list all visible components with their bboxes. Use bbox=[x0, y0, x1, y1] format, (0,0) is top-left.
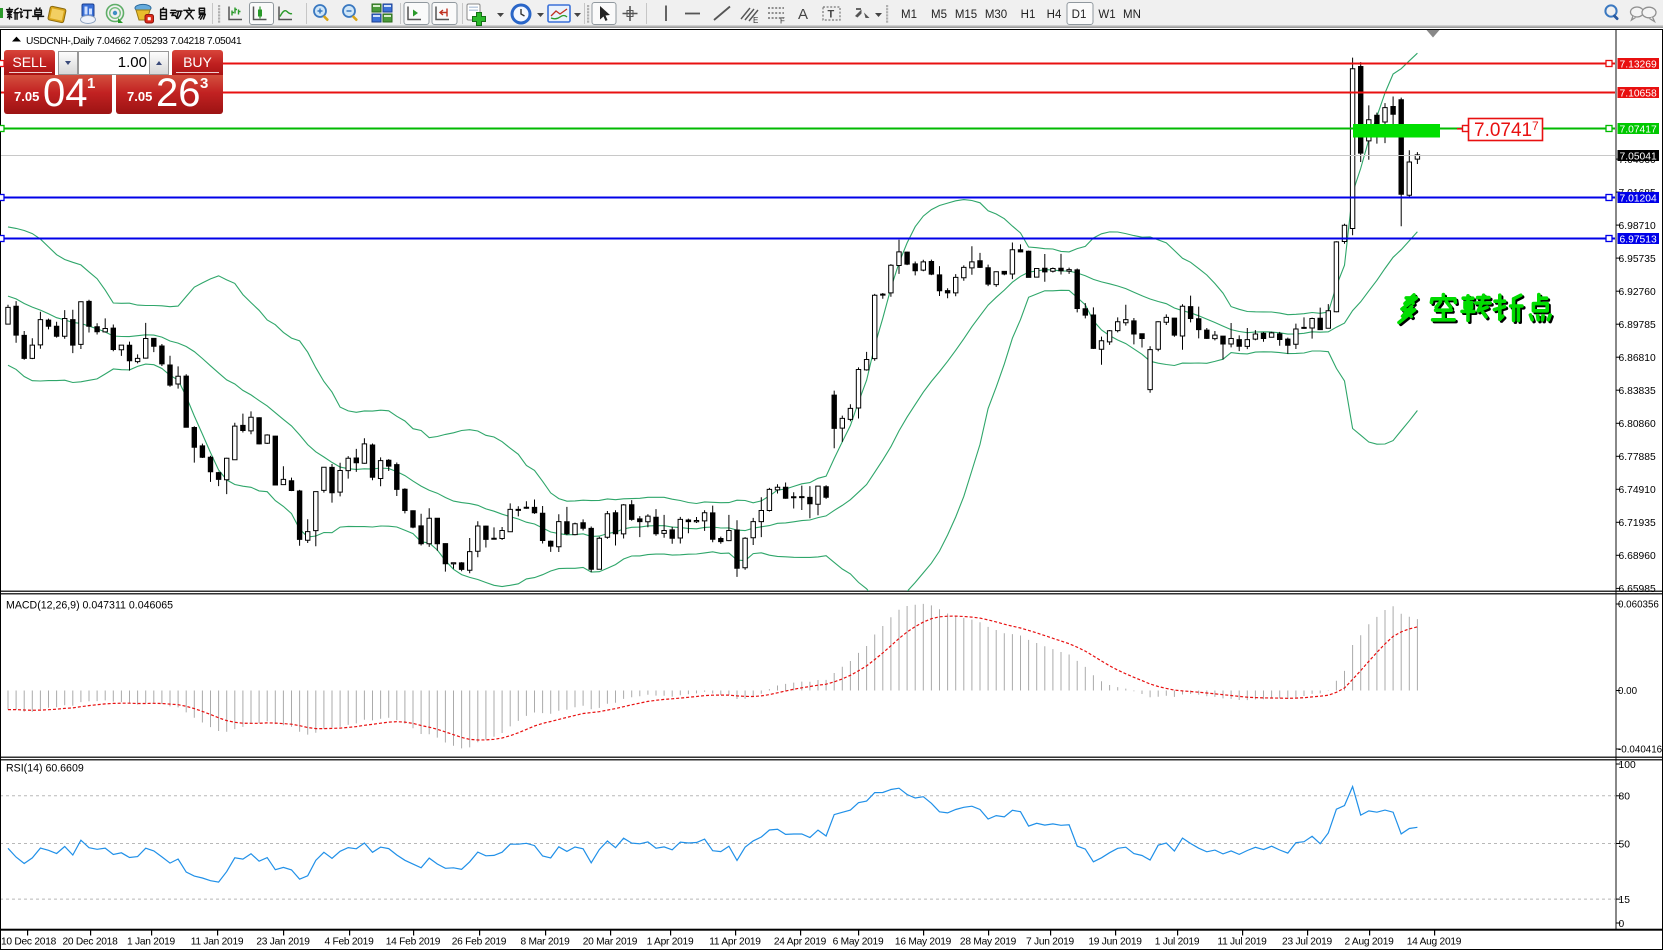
svg-text:11 Jan 2019: 11 Jan 2019 bbox=[191, 937, 244, 948]
svg-text:USDCNH-,Daily 7.04662 7.05293: USDCNH-,Daily 7.04662 7.05293 7.04218 7.… bbox=[26, 36, 242, 47]
svg-text:F: F bbox=[780, 17, 785, 26]
svg-text:0.060356: 0.060356 bbox=[1618, 600, 1659, 611]
svg-text:6.86810: 6.86810 bbox=[1619, 353, 1656, 364]
svg-text:6.95735: 6.95735 bbox=[1619, 254, 1656, 265]
svg-text:7.07417: 7.07417 bbox=[1620, 124, 1657, 135]
svg-text:W1: W1 bbox=[1098, 9, 1115, 21]
svg-text:H4: H4 bbox=[1047, 9, 1062, 21]
svg-text:MACD(12,26,9) 0.047311 0.04606: MACD(12,26,9) 0.047311 0.046065 bbox=[6, 600, 173, 612]
svg-text:100: 100 bbox=[1619, 760, 1636, 771]
svg-text:20 Mar 2019: 20 Mar 2019 bbox=[583, 937, 638, 948]
svg-text:-0.040416: -0.040416 bbox=[1618, 745, 1663, 756]
svg-text:6.92760: 6.92760 bbox=[1619, 287, 1656, 298]
svg-text:7.10658: 7.10658 bbox=[1620, 88, 1657, 99]
svg-text:11 Jul 2019: 11 Jul 2019 bbox=[1217, 937, 1267, 948]
svg-text:24 Apr 2019: 24 Apr 2019 bbox=[774, 937, 827, 948]
svg-text:7.01204: 7.01204 bbox=[1620, 193, 1657, 204]
svg-text:2 Aug 2019: 2 Aug 2019 bbox=[1344, 937, 1394, 948]
svg-text:0: 0 bbox=[1619, 919, 1625, 930]
svg-text:6.97513: 6.97513 bbox=[1620, 234, 1657, 245]
svg-text:80: 80 bbox=[1619, 792, 1631, 803]
svg-text:1 Jul 2019: 1 Jul 2019 bbox=[1155, 937, 1200, 948]
svg-text:RSI(14) 60.6609: RSI(14) 60.6609 bbox=[6, 763, 84, 775]
svg-text:0.00: 0.00 bbox=[1618, 686, 1638, 697]
svg-text:7.13269: 7.13269 bbox=[1620, 59, 1657, 70]
svg-text:6.89785: 6.89785 bbox=[1619, 320, 1656, 331]
svg-text:23 Jul 2019: 23 Jul 2019 bbox=[1282, 937, 1333, 948]
svg-text:H1: H1 bbox=[1021, 9, 1036, 21]
svg-text:1 Jan 2019: 1 Jan 2019 bbox=[127, 937, 175, 948]
svg-text:7.05041: 7.05041 bbox=[1620, 151, 1657, 162]
svg-text:6.80860: 6.80860 bbox=[1619, 419, 1656, 430]
svg-text:10 Dec 2018: 10 Dec 2018 bbox=[1, 937, 57, 948]
svg-text:19 Jun 2019: 19 Jun 2019 bbox=[1088, 937, 1142, 948]
svg-text:28 May 2019: 28 May 2019 bbox=[960, 937, 1017, 948]
svg-text:11 Apr 2019: 11 Apr 2019 bbox=[709, 937, 761, 948]
svg-text:15: 15 bbox=[1619, 895, 1631, 906]
svg-text:1 Apr 2019: 1 Apr 2019 bbox=[647, 937, 694, 948]
svg-text:A: A bbox=[798, 6, 808, 23]
svg-text:7.0741: 7.0741 bbox=[1474, 120, 1532, 141]
svg-text:16 May 2019: 16 May 2019 bbox=[895, 937, 952, 948]
svg-text:14 Feb 2019: 14 Feb 2019 bbox=[386, 937, 441, 948]
svg-text:6 May 2019: 6 May 2019 bbox=[833, 937, 884, 948]
svg-text:14 Aug 2019: 14 Aug 2019 bbox=[1407, 937, 1462, 948]
svg-text:T: T bbox=[828, 9, 835, 21]
svg-text:4 Feb 2019: 4 Feb 2019 bbox=[324, 937, 374, 948]
svg-text:M15: M15 bbox=[955, 9, 977, 21]
svg-text:8 Mar 2019: 8 Mar 2019 bbox=[520, 937, 570, 948]
svg-text:6.98710: 6.98710 bbox=[1619, 221, 1656, 232]
svg-text:M5: M5 bbox=[931, 9, 947, 21]
svg-text:MN: MN bbox=[1123, 9, 1141, 21]
svg-text:26 Feb 2019: 26 Feb 2019 bbox=[452, 937, 507, 948]
svg-text:M30: M30 bbox=[985, 9, 1007, 21]
svg-text:6.68960: 6.68960 bbox=[1619, 551, 1656, 562]
svg-text:E: E bbox=[753, 16, 758, 25]
svg-text:7 Jun 2019: 7 Jun 2019 bbox=[1026, 937, 1074, 948]
svg-text:6.83835: 6.83835 bbox=[1619, 386, 1656, 397]
svg-text:D1: D1 bbox=[1072, 9, 1087, 21]
svg-text:50: 50 bbox=[1619, 839, 1631, 850]
svg-text:20 Dec 2018: 20 Dec 2018 bbox=[62, 937, 118, 948]
svg-text:6.71935: 6.71935 bbox=[1619, 518, 1656, 529]
svg-text:7: 7 bbox=[1532, 119, 1539, 133]
svg-text:6.65985: 6.65985 bbox=[1619, 584, 1656, 595]
svg-text:6.74910: 6.74910 bbox=[1619, 485, 1656, 496]
svg-text:M1: M1 bbox=[901, 9, 917, 21]
svg-text:23 Jan 2019: 23 Jan 2019 bbox=[256, 937, 310, 948]
svg-text:6.77885: 6.77885 bbox=[1619, 452, 1656, 463]
